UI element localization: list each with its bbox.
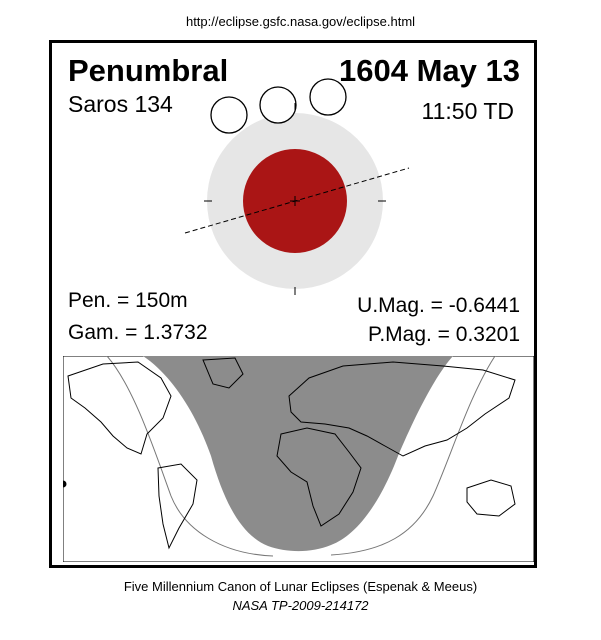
moon-position-3	[309, 78, 347, 116]
gamma-value: Gam. = 1.3732	[68, 321, 208, 344]
visibility-world-map	[63, 356, 534, 562]
eclipse-date: 1604 May 13	[339, 53, 520, 88]
moon-position-1	[210, 96, 248, 134]
landmass-eurasia	[288, 361, 516, 457]
eclipse-figure-frame: Penumbral 1604 May 13 Saros 134 11:50 TD…	[49, 40, 537, 568]
greatest-eclipse-marker	[63, 480, 67, 488]
not-visible-region	[143, 356, 453, 552]
landmass-north-america	[67, 361, 172, 455]
eclipse-time: 11:50 TD	[421, 98, 514, 124]
penumbral-duration: Pen. = 150m	[68, 289, 188, 312]
saros-number: Saros 134	[68, 91, 173, 117]
penumbral-boundary-east	[330, 356, 496, 556]
eclipse-geometry-diagram	[184, 78, 410, 295]
canon-citation: Five Millennium Canon of Lunar Eclipses …	[123, 579, 478, 594]
umbral-magnitude: U.Mag. = -0.6441	[357, 294, 520, 317]
landmass-south-america	[157, 463, 198, 550]
penumbral-boundary-west	[106, 356, 274, 557]
landmass-greenland	[202, 357, 244, 389]
nasa-publication-id: NASA TP-2009-214172	[232, 598, 369, 613]
moon-position-2	[259, 86, 297, 124]
source-url[interactable]: http://eclipse.gsfc.nasa.gov/eclipse.htm…	[185, 14, 416, 29]
landmass-australia	[466, 479, 516, 517]
penumbral-magnitude: P.Mag. = 0.3201	[368, 323, 520, 346]
landmass-africa	[276, 427, 362, 527]
eclipse-type: Penumbral	[68, 53, 229, 88]
